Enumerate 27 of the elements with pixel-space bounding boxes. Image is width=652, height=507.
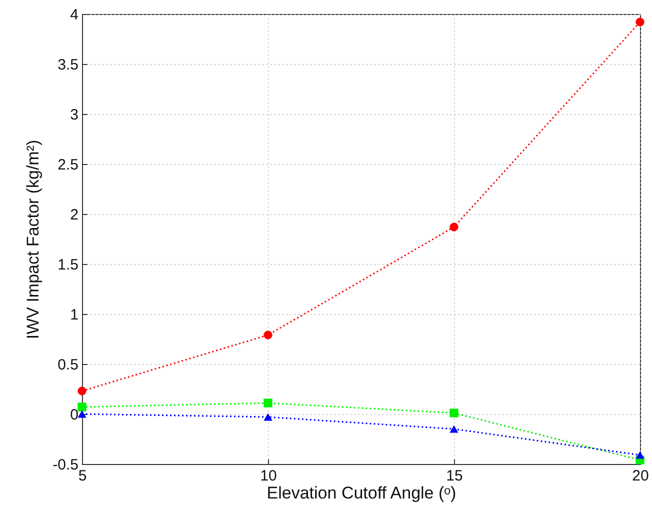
y-axis-title: IWV Impact Factor (kg/m²) — [24, 140, 43, 340]
x-tick-label: 5 — [78, 468, 87, 484]
point — [264, 413, 272, 421]
y-tick-label: 3 — [70, 106, 78, 124]
point — [264, 330, 272, 340]
y-tick-label: 1 — [70, 306, 78, 324]
point — [450, 408, 458, 418]
point — [636, 18, 644, 26]
y-tick-label: 4 — [70, 6, 78, 24]
y-tick-label: 3.5 — [58, 56, 78, 74]
x-tick-label: 20 — [632, 468, 649, 484]
point — [78, 402, 86, 412]
point — [78, 410, 86, 418]
y-tick-label: 1.5 — [58, 256, 78, 274]
x-tick-label: 15 — [446, 468, 463, 484]
point — [78, 386, 86, 396]
y-tick-label: -0.5 — [52, 456, 78, 474]
point — [264, 398, 272, 408]
y-tick-label: 0 — [70, 406, 78, 424]
point — [450, 222, 458, 232]
point — [450, 425, 458, 433]
y-tick-label: 0.5 — [58, 356, 78, 374]
y-tick-label: 2 — [70, 206, 78, 224]
point — [636, 451, 644, 459]
y-tick-label: 2.5 — [58, 156, 78, 174]
x-tick-label: 10 — [260, 468, 277, 484]
x-axis-title: Elevation Cutoff Angle (ᵒ) — [266, 484, 456, 502]
